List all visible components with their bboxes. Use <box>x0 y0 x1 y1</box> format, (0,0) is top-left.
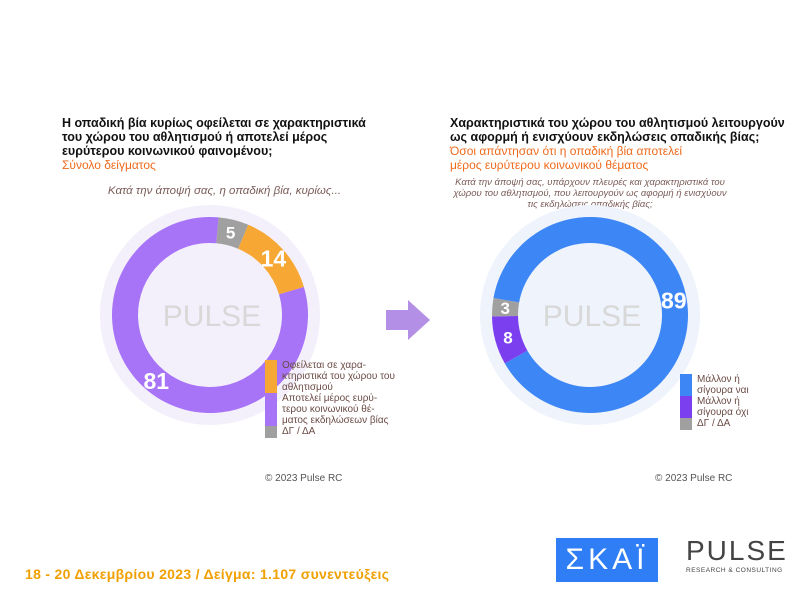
data-label: 81 <box>143 368 169 394</box>
data-label: 3 <box>501 299 510 318</box>
left-legend: Οφείλεται σε χαρα-κτηριστικά του χώρου τ… <box>265 360 395 438</box>
legend-item: Μάλλον ή σίγουρα όχι <box>680 396 765 418</box>
legend-item: Οφείλεται σε χαρα-κτηριστικά του χώρου τ… <box>265 360 395 393</box>
legend-item: Μάλλον ή σίγουρα ναι <box>680 374 765 396</box>
legend-swatch <box>265 393 277 426</box>
pulse-logo: PULSE RESEARCH & CONSULTING <box>668 535 793 575</box>
legend-swatch <box>680 396 692 418</box>
donut-slice <box>216 217 249 249</box>
pulse-logo-text: PULSE <box>686 535 788 566</box>
legend-label: Μάλλον ή σίγουρα ναι <box>697 374 749 396</box>
left-title: Η οπαδική βία κυρίως οφείλεται σε χαρακτ… <box>62 116 366 158</box>
watermark-right: PULSE <box>543 300 641 333</box>
donut-slice <box>238 224 304 295</box>
legend-label: Μάλλον ή σίγουρα όχι <box>697 396 749 418</box>
left-question: Κατά την άποψή σας, η οπαδική βία, κυρίω… <box>107 185 342 197</box>
legend-item: Αποτελεί μέρος ευρύ-τερου κοινωνικού θέ-… <box>265 393 395 426</box>
right-title: Χαρακτηριστικά του χώρου του αθλητισμού … <box>450 116 785 144</box>
data-label: 8 <box>503 328 512 347</box>
right-donut: 89 8 3 <box>492 216 688 413</box>
legend-label: ΔΓ / ΔΑ <box>697 418 731 429</box>
right-legend: Μάλλον ή σίγουρα ναι Μάλλον ή σίγουρα όχ… <box>680 374 765 430</box>
data-label: 14 <box>261 245 287 271</box>
right-copyright: © 2023 Pulse RC <box>655 473 733 484</box>
arrow-icon <box>386 300 430 340</box>
left-donut: 5 14 81 <box>112 217 309 414</box>
right-subtitle: Όσοι απάντησαν ότι η οπαδική βία αποτελε… <box>450 144 683 172</box>
legend-swatch <box>265 360 277 393</box>
donut-slice <box>492 297 520 317</box>
left-header: Η οπαδική βία κυρίως οφείλεται σε χαρακτ… <box>62 116 387 198</box>
right-header: Χαρακτηριστικά του χώρου του αθλητισμού … <box>450 116 795 210</box>
legend-label: ΔΓ / ΔΑ <box>282 426 316 437</box>
right-question: Κατά την άποψή σας, υπάρχουν πλευρές και… <box>453 177 727 210</box>
skai-logo: ΣΚΑΪ <box>556 538 658 582</box>
left-subtitle: Σύνολο δείγματος <box>62 158 156 172</box>
footer-date-sample: 18 - 20 Δεκεμβρίου 2023 / Δείγμα: 1.107 … <box>25 566 390 582</box>
legend-item: ΔΓ / ΔΑ <box>680 418 765 430</box>
legend-swatch <box>265 426 277 438</box>
data-label: 89 <box>661 288 687 314</box>
left-copyright: © 2023 Pulse RC <box>265 473 343 484</box>
data-label: 5 <box>226 224 235 243</box>
legend-label: Οφείλεται σε χαρα-κτηριστικά του χώρου τ… <box>282 360 395 393</box>
pulse-logo-sub: RESEARCH & CONSULTING <box>686 567 783 574</box>
legend-swatch <box>680 374 692 396</box>
legend-label: Αποτελεί μέρος ευρύ-τερου κοινωνικού θέ-… <box>282 393 389 426</box>
watermark-left: PULSE <box>163 300 261 333</box>
legend-item: ΔΓ / ΔΑ <box>265 426 395 438</box>
legend-swatch <box>680 418 692 430</box>
donut-slice <box>492 316 528 364</box>
